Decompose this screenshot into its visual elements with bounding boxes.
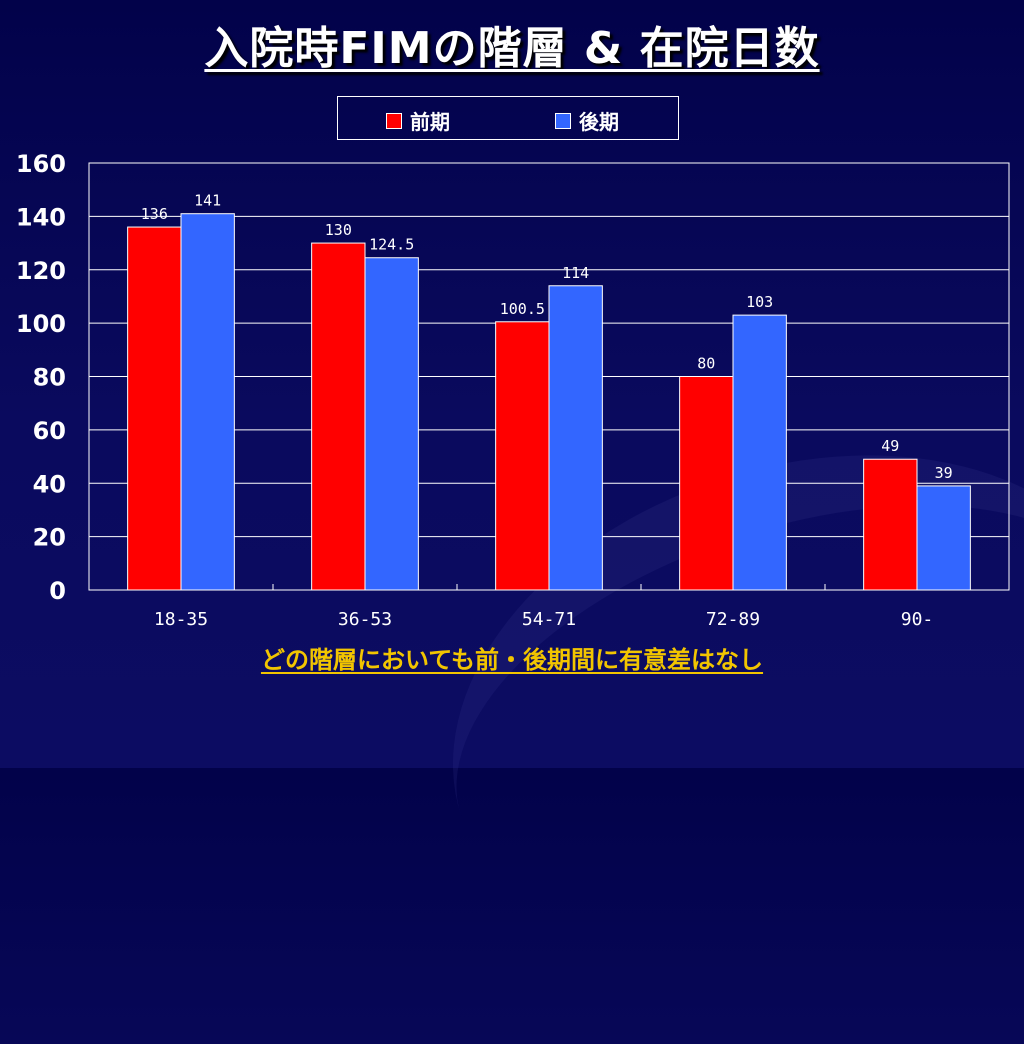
bars: [127, 213, 971, 591]
significance-note: どの階層においても前・後期間に有意差はなし: [260, 646, 764, 674]
x-tick-label: 90-: [901, 609, 934, 630]
plot-area-frame: [88, 162, 1010, 591]
data-labels: 136 141 130 124.5 100.5 114 80 103 49 39: [141, 192, 953, 482]
data-label: 141: [194, 192, 221, 210]
bar-2: [732, 314, 787, 591]
bar-1: [311, 242, 366, 591]
y-tick-label: 60: [33, 417, 66, 445]
bar-2: [916, 485, 971, 591]
data-label: 80: [697, 355, 715, 373]
x-tick-label: 18-35: [154, 609, 208, 630]
data-label: 114: [562, 264, 589, 282]
y-tick-label: 20: [33, 524, 66, 552]
y-axis-tick-labels: 0 20 40 60 80 100 120 140 160: [16, 150, 66, 605]
data-label: 103: [746, 293, 773, 311]
legend-swatch-series-1: [386, 112, 402, 129]
slide-title: 入院時FIMの階層 & 在院日数: [204, 23, 820, 74]
bar-2: [364, 257, 419, 591]
data-label: 100.5: [500, 300, 545, 318]
legend-label-series-2: 後期: [579, 110, 619, 134]
y-tick-label: 100: [16, 310, 66, 338]
legend-item-series-1: 前期: [386, 106, 450, 135]
y-tick-label: 160: [16, 150, 66, 178]
x-axis-tick-labels: 18-35 36-53 54-71 72-89 90-: [154, 609, 933, 630]
data-label: 136: [141, 205, 168, 223]
y-tick-label: 40: [33, 470, 66, 498]
y-tick-label: 0: [49, 577, 66, 605]
x-tick-label: 72-89: [706, 609, 760, 630]
x-tick-label: 36-53: [338, 609, 392, 630]
x-tick-label: 54-71: [522, 609, 576, 630]
legend-item-series-2: 後期: [555, 106, 619, 135]
bar-chart: 136 141 130 124.5 100.5 114 80 103 49 39 0 20 40 60 8…: [16, 150, 1010, 630]
gridlines: [89, 215, 1009, 590]
data-label: 130: [325, 221, 352, 239]
chart-legend: 前期 後期: [337, 96, 679, 140]
data-label: 39: [935, 464, 953, 482]
data-label: 49: [881, 437, 899, 455]
bar-2: [548, 285, 603, 591]
bar-1: [863, 458, 918, 591]
bar-1: [127, 226, 182, 591]
y-tick-label: 140: [16, 203, 66, 231]
bar-1: [679, 376, 734, 591]
data-label: 124.5: [369, 236, 414, 254]
legend-label-series-1: 前期: [410, 110, 450, 134]
y-tick-label: 120: [16, 257, 66, 285]
legend-swatch-series-2: [555, 112, 571, 129]
bar-2: [180, 213, 235, 591]
y-tick-label: 80: [33, 364, 66, 392]
bar-1: [495, 321, 550, 591]
